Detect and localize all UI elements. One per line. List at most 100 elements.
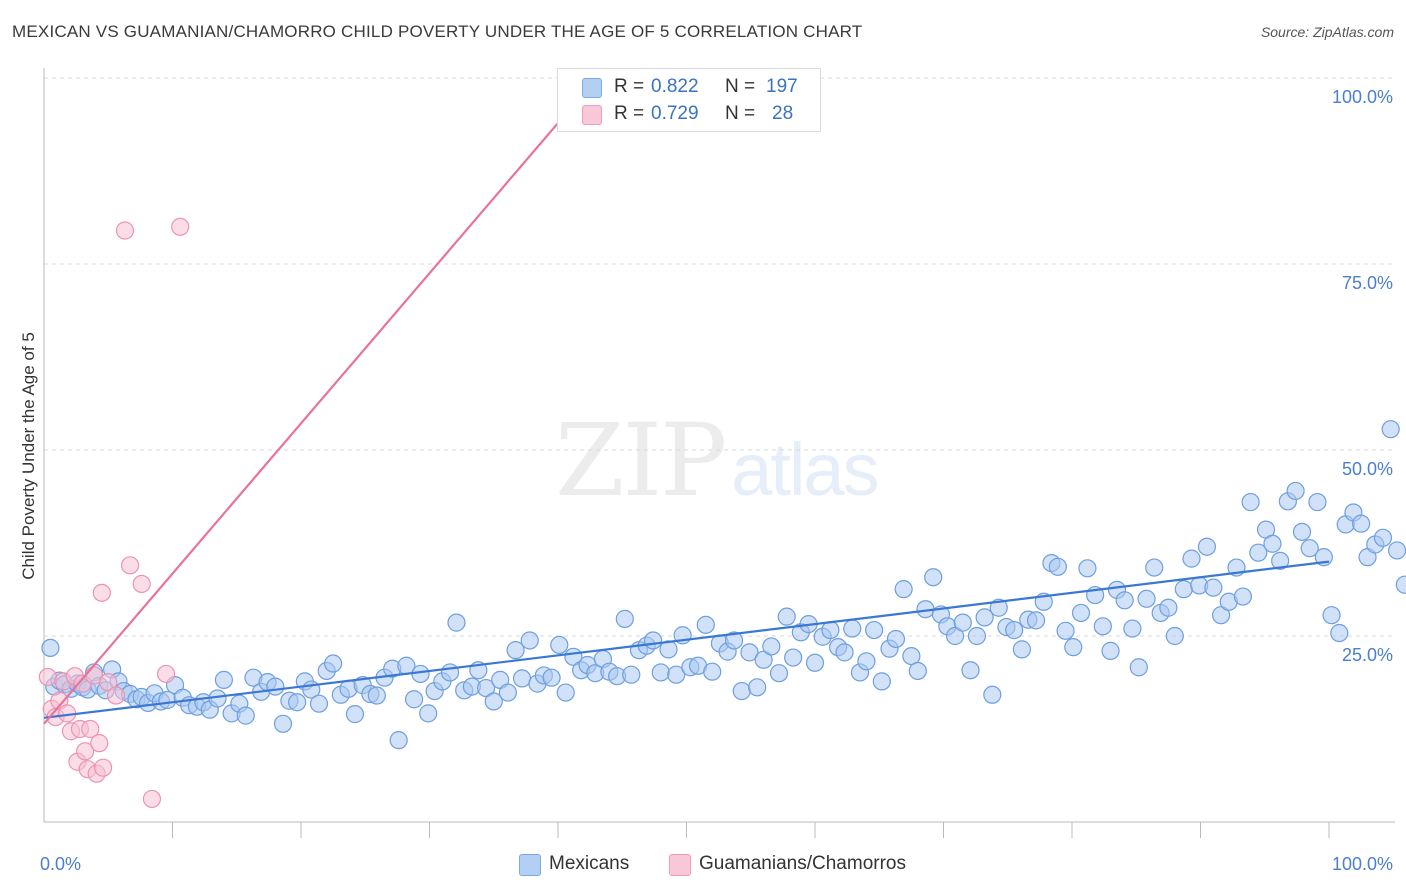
legend-r-label: R = — [614, 103, 645, 124]
point-mexicans — [498, 683, 517, 702]
point-mexicans — [777, 607, 796, 626]
point-mexicans — [754, 650, 773, 669]
point-mexicans — [1263, 534, 1282, 553]
point-mexicans — [975, 608, 994, 627]
point-mexicans — [404, 690, 424, 709]
legend-r-label: R = — [614, 76, 645, 97]
point-mexicans — [967, 626, 987, 646]
point-mexicans — [1271, 551, 1290, 570]
point-mexicans — [512, 669, 532, 688]
point-mexicans — [784, 648, 803, 667]
point-mexicans — [1300, 539, 1319, 558]
point-mexicans — [1048, 557, 1067, 576]
point-mexicans — [1308, 492, 1327, 512]
point-guamanians — [115, 221, 135, 240]
point-mexicans — [1159, 598, 1178, 617]
point-mexicans — [703, 662, 722, 681]
point-guamanians — [76, 742, 95, 761]
point-mexicans — [1012, 640, 1031, 659]
point-guamanians — [171, 217, 190, 236]
point-mexicans — [367, 686, 386, 705]
y-tick-label: 100.0% — [1332, 87, 1393, 107]
point-mexicans — [865, 620, 884, 640]
point-mexicans — [724, 631, 744, 650]
point-mexicans — [1241, 492, 1260, 512]
point-mexicans — [542, 668, 561, 687]
bottom-legend-swatch-mexicans — [519, 854, 541, 876]
x-tick-label-max: 100.0% — [1332, 854, 1393, 874]
point-mexicans — [506, 641, 525, 660]
y-tick-label: 75.0% — [1342, 273, 1393, 293]
point-mexicans — [1249, 543, 1268, 562]
legend-swatch-mexicans — [582, 78, 602, 98]
point-mexicans — [908, 661, 927, 681]
point-mexicans — [447, 613, 466, 632]
legend-n-value: 28 — [772, 103, 794, 124]
point-mexicans — [615, 609, 634, 628]
point-guamanians — [81, 719, 100, 739]
legend-box: R = 0.822 N = 197 R = 0.729 N = 28 — [557, 68, 821, 132]
point-mexicans — [762, 637, 781, 656]
point-guamanians — [90, 734, 109, 753]
point-mexicans — [556, 683, 575, 702]
point-mexicans — [667, 665, 686, 684]
point-guamanians — [94, 758, 113, 777]
point-mexicans — [1373, 528, 1393, 547]
point-guamanians — [156, 664, 176, 684]
legend-n-label: N = — [725, 76, 756, 97]
legend-r-value: 0.729 — [651, 103, 699, 124]
point-mexicans — [309, 694, 329, 713]
point-mexicans — [266, 677, 285, 696]
legend-n-label: N = — [725, 103, 756, 124]
point-mexicans — [1286, 481, 1305, 501]
point-mexicans — [961, 661, 980, 680]
point-guamanians — [99, 673, 118, 692]
point-mexicans — [550, 635, 569, 655]
point-mexicans — [476, 678, 496, 698]
point-mexicans — [821, 620, 840, 640]
point-guamanians — [92, 583, 111, 602]
point-mexicans — [843, 619, 862, 638]
point-mexicans — [411, 664, 430, 684]
point-mexicans — [419, 704, 438, 723]
bottom-legend-swatch-guamanians — [669, 854, 691, 876]
point-mexicans — [740, 643, 759, 662]
point-mexicans — [805, 653, 825, 672]
point-mexicans — [643, 631, 663, 650]
point-mexicans — [158, 690, 177, 710]
point-mexicans — [1137, 589, 1156, 608]
point-mexicans — [1101, 641, 1120, 660]
point-mexicans — [1145, 558, 1164, 577]
point-guamanians — [132, 574, 151, 594]
point-mexicans — [1395, 575, 1406, 594]
point-mexicans — [1115, 591, 1134, 610]
point-mexicans — [769, 664, 789, 683]
watermark: ZIPatlas — [555, 402, 880, 519]
legend-r-value: 0.822 — [651, 76, 699, 97]
point-mexicans — [236, 706, 255, 725]
point-mexicans — [945, 626, 965, 646]
point-mexicans — [273, 714, 293, 733]
legend-n-value: 197 — [766, 76, 798, 97]
point-mexicans — [1322, 606, 1341, 625]
legend-swatch-guamanians — [582, 105, 602, 125]
point-mexicans — [1165, 626, 1184, 646]
point-mexicans — [989, 598, 1008, 617]
trendline-guamanians — [43, 77, 598, 725]
point-mexicans — [983, 685, 1002, 704]
point-mexicans — [886, 629, 906, 649]
point-mexicans — [1071, 603, 1091, 623]
point-guamanians — [120, 556, 140, 575]
point-mexicans — [1233, 587, 1253, 606]
trendline-mexicans — [43, 560, 1330, 719]
point-mexicans — [622, 665, 641, 684]
point-mexicans — [324, 654, 343, 673]
point-mexicans — [1381, 420, 1400, 439]
y-tick-label: 50.0% — [1342, 459, 1393, 479]
point-mexicans — [41, 638, 60, 658]
point-guamanians — [142, 789, 162, 809]
point-guamanians — [38, 667, 57, 687]
point-mexicans — [484, 692, 503, 711]
point-mexicans — [748, 678, 767, 697]
